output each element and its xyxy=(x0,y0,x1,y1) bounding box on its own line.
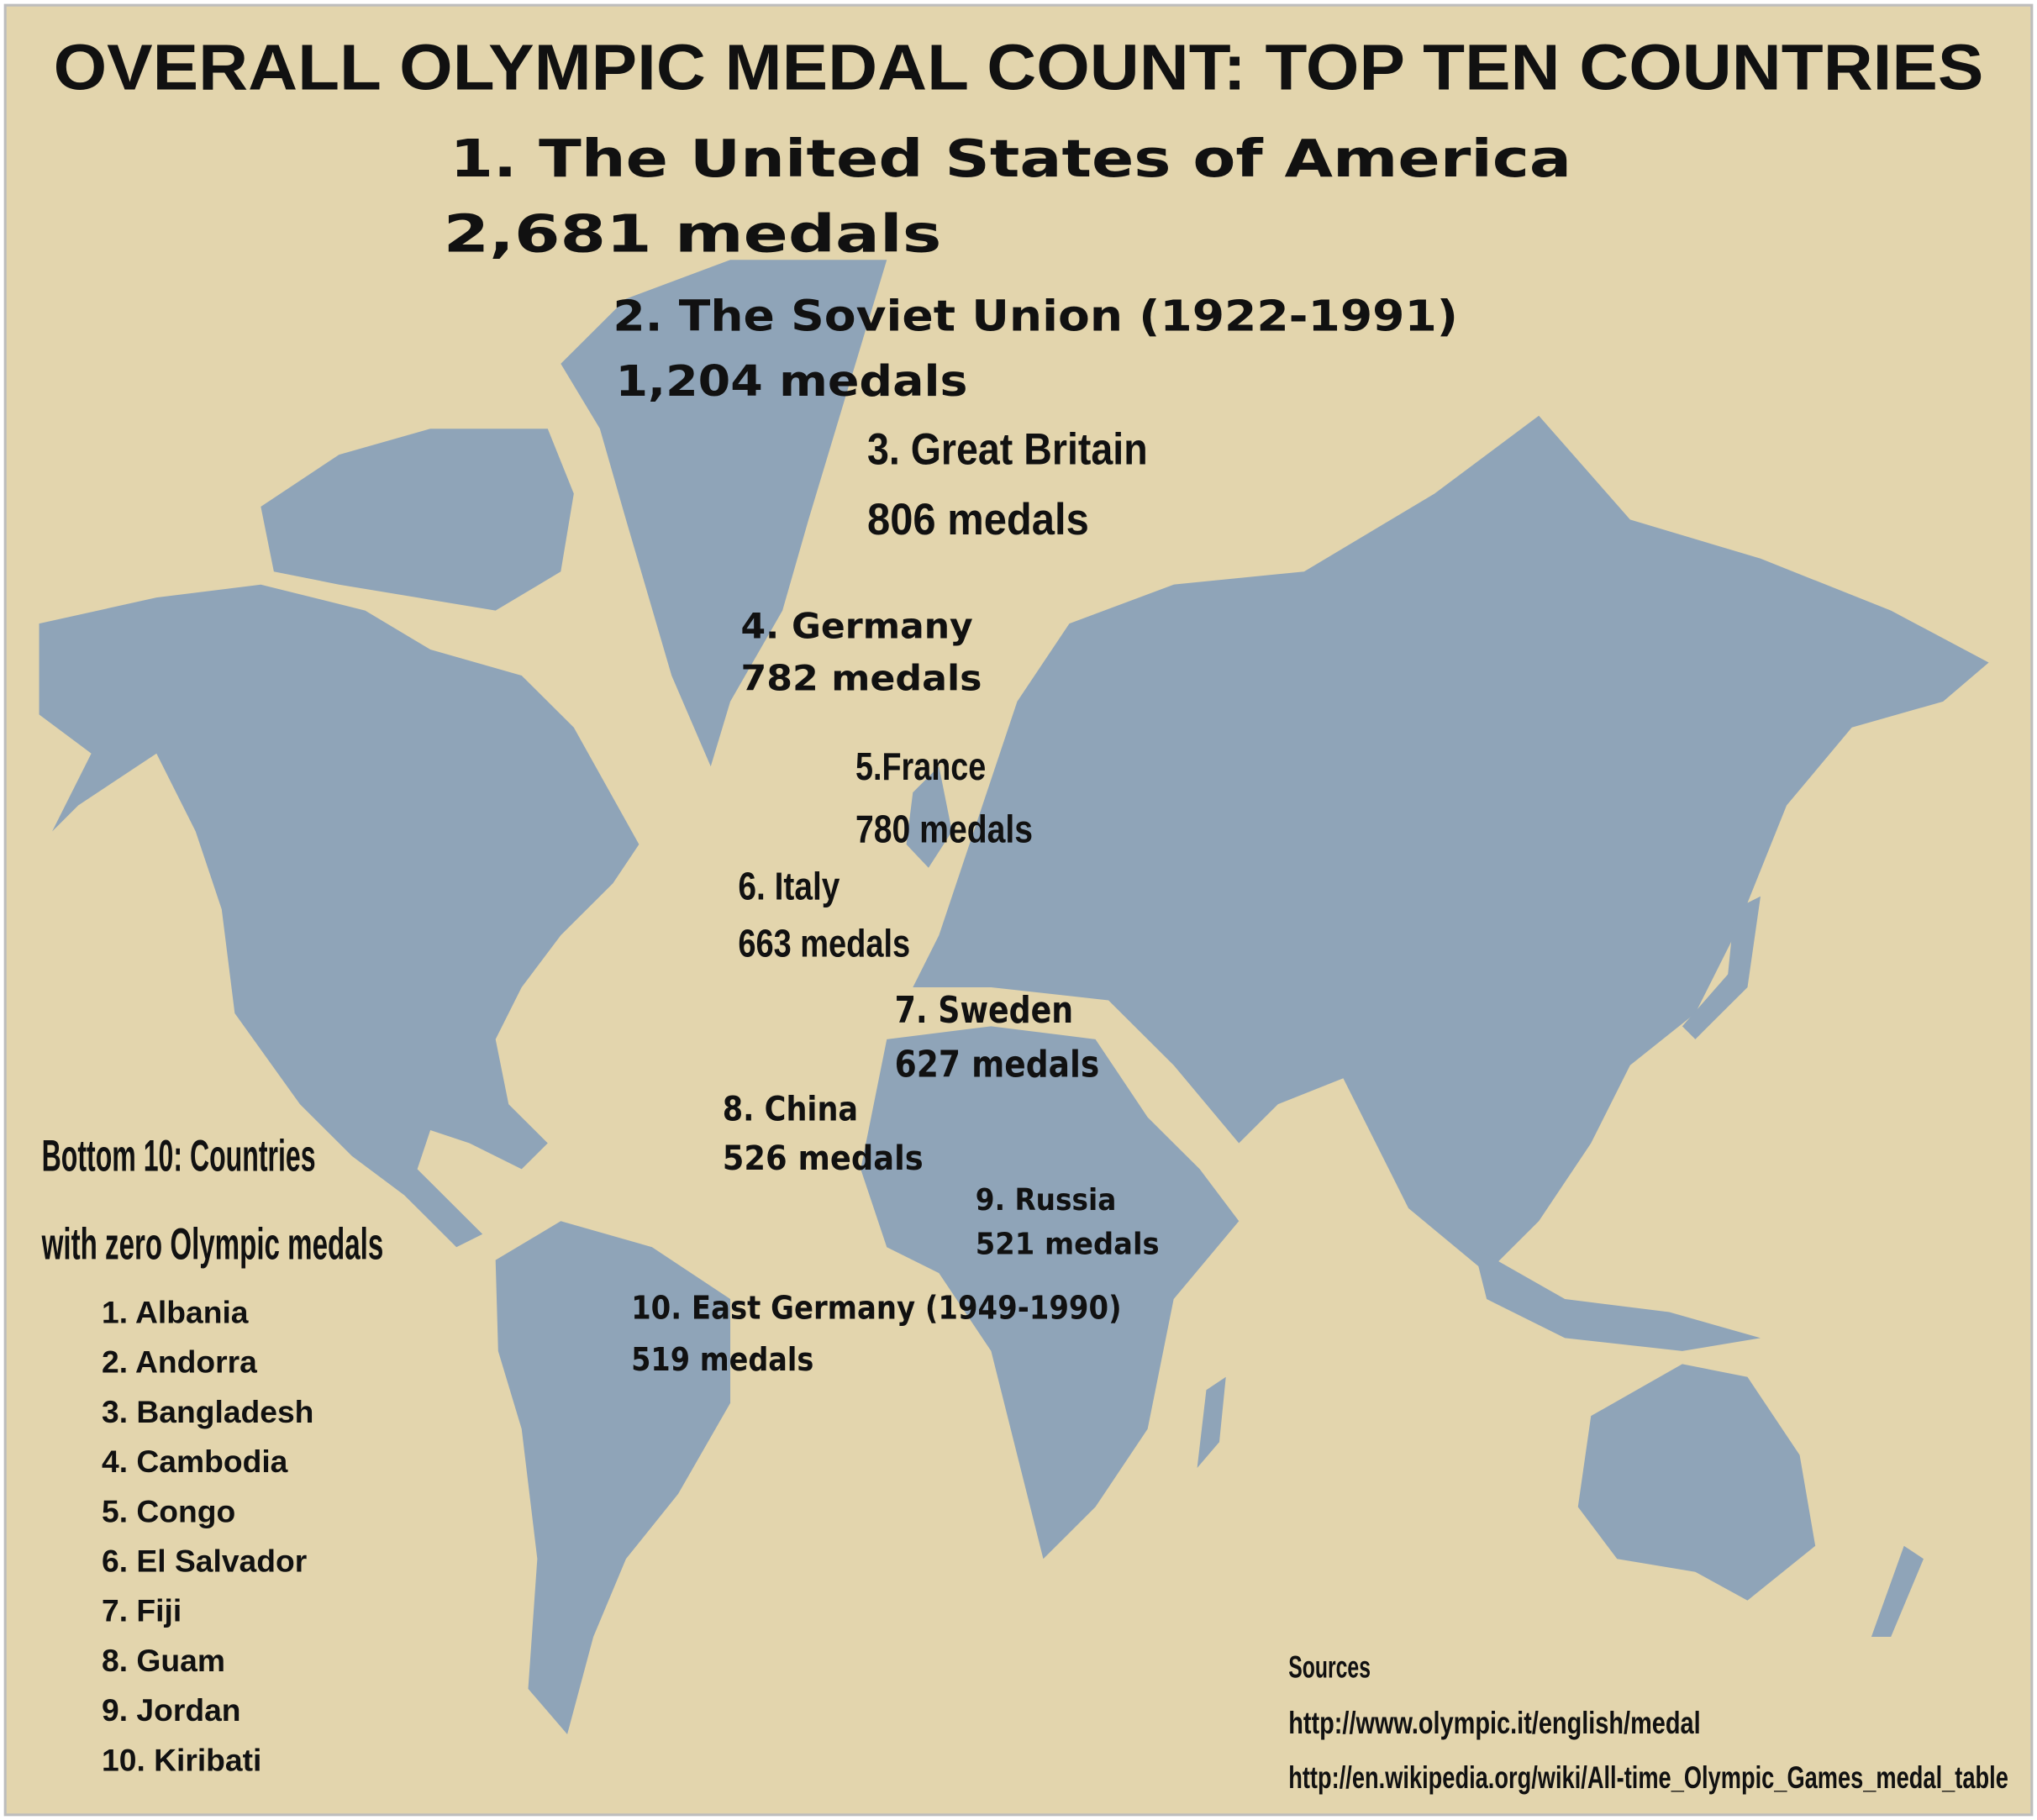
bottom-heading: with zero Olympic medals xyxy=(41,1220,383,1270)
great-britain xyxy=(906,766,952,868)
zero-medal-country: 10. Kiribati xyxy=(102,1742,261,1777)
medal-count: 1,204 medals xyxy=(615,357,967,407)
country-name: 7. Sweden xyxy=(895,990,1074,1032)
greenland xyxy=(561,260,887,767)
zero-medal-country: 6. El Salvador xyxy=(102,1544,307,1579)
country-name: 10. East Germany (1949-1990) xyxy=(631,1289,1121,1327)
zero-medal-country: 1. Albania xyxy=(102,1295,249,1330)
sources-heading: Sources xyxy=(1288,1649,1371,1685)
medal-count: 782 medals xyxy=(740,658,982,699)
country-name: 9. Russia xyxy=(976,1183,1117,1218)
country-name: 5.France xyxy=(855,744,986,788)
africa xyxy=(861,1026,1240,1560)
medal-count: 519 medals xyxy=(631,1341,813,1379)
new-zealand xyxy=(1871,1545,1924,1638)
zero-medal-country: 3. Bangladesh xyxy=(102,1394,313,1429)
medal-count: 526 medals xyxy=(723,1139,924,1178)
madagascar xyxy=(1197,1376,1226,1469)
zero-medal-country: 5. Congo xyxy=(102,1493,235,1528)
country-name: 1. The United States of America xyxy=(450,128,1571,189)
zero-medal-country: 7. Fiji xyxy=(102,1593,182,1628)
indonesia xyxy=(1473,1247,1761,1351)
japan xyxy=(1682,896,1761,1039)
title: OVERALL OLYMPIC MEDAL COUNT: TOP TEN COU… xyxy=(54,31,1984,103)
medal-count: 521 medals xyxy=(976,1228,1160,1262)
bottom-heading: Bottom 10: Countries xyxy=(42,1132,316,1181)
medal-count: 627 medals xyxy=(895,1044,1100,1086)
country-name: 2. The Soviet Union (1922-1991) xyxy=(613,292,1458,342)
source-link: http://www.olympic.it/english/medal xyxy=(1288,1705,1700,1740)
zero-medal-country: 9. Jordan xyxy=(102,1692,241,1728)
zero-medal-country: 4. Cambodia xyxy=(102,1444,288,1479)
south-america xyxy=(495,1221,731,1734)
eurasia xyxy=(913,415,1989,1274)
country-name: 6. Italy xyxy=(738,864,840,907)
world-map xyxy=(39,260,1989,1734)
country-name: 8. China xyxy=(723,1090,858,1128)
medal-count: 2,681 medals xyxy=(444,203,942,265)
australia xyxy=(1577,1364,1816,1601)
medal-count: 806 medals xyxy=(867,495,1089,544)
arctic-islands xyxy=(261,429,574,611)
zero-medal-country: 8. Guam xyxy=(102,1643,225,1678)
country-name: 3. Great Britain xyxy=(867,424,1148,474)
zero-medal-country: 2. Andorra xyxy=(102,1344,257,1380)
country-name: 4. Germany xyxy=(740,606,972,647)
labels: 1. The United States of America 2,681 med… xyxy=(41,128,2008,1795)
medal-count: 663 medals xyxy=(738,921,910,965)
north-america xyxy=(39,584,640,1248)
source-link: http://en.wikipedia.org/wiki/All-time_Ol… xyxy=(1288,1760,2008,1795)
medal-count: 780 medals xyxy=(855,807,1033,850)
